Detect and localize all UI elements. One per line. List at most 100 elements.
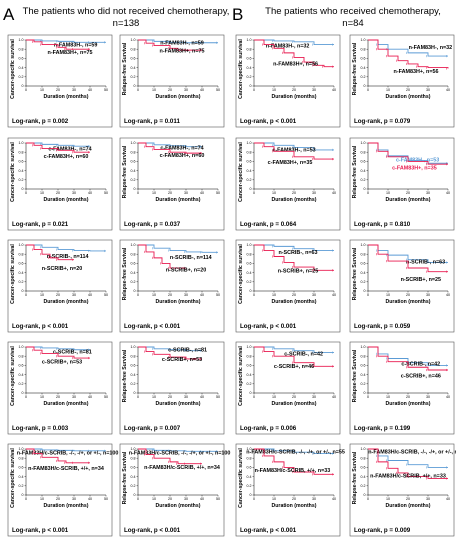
x-tick-label: 20 bbox=[292, 395, 296, 399]
km-curve-label: c-SCRIB+, n=46 bbox=[401, 373, 441, 379]
y-tick-label: 0.6 bbox=[131, 57, 136, 61]
y-tick-label: 0 bbox=[22, 493, 24, 497]
km-curve-label: n-FAM83H/c-SCRIB, +/+, n=34 bbox=[144, 465, 220, 471]
chart-frame bbox=[235, 341, 341, 435]
y-tick-label: 0 bbox=[22, 391, 24, 395]
y-tick-label: 0.4 bbox=[19, 271, 24, 275]
panel-a-letter: A bbox=[3, 5, 15, 24]
km-curve-high bbox=[368, 244, 448, 273]
y-tick-label: 0.6 bbox=[361, 160, 366, 164]
y-tick-label: 0 bbox=[364, 187, 366, 191]
chart-frame bbox=[7, 443, 113, 537]
y-tick-label: 0 bbox=[22, 84, 24, 88]
y-tick-label: 0.4 bbox=[247, 169, 252, 173]
y-tick-label: 1.0 bbox=[247, 447, 252, 451]
x-axis-title: Duration (months) bbox=[44, 401, 89, 407]
x-tick-label: 10 bbox=[152, 191, 156, 195]
y-axis-title: Cancer-specific survival bbox=[10, 346, 16, 406]
x-tick-label: 20 bbox=[56, 293, 60, 297]
km-curve-high bbox=[138, 244, 186, 269]
y-tick-label: 0.4 bbox=[19, 373, 24, 377]
x-tick-label: 0 bbox=[25, 293, 27, 297]
chart-frame bbox=[119, 341, 225, 435]
km-curve-label: n-SCRIB-, n=63 bbox=[406, 259, 445, 265]
km-curve-label: n-FAM83H-, n=59 bbox=[160, 41, 204, 47]
km-curve-low bbox=[138, 142, 202, 148]
y-tick-label: 0.6 bbox=[19, 466, 24, 470]
x-tick-label: 40 bbox=[332, 88, 336, 92]
y-tick-label: 0.2 bbox=[19, 280, 24, 284]
y-tick-label: 0.2 bbox=[19, 178, 24, 182]
x-tick-label: 30 bbox=[72, 293, 76, 297]
x-tick-label: 40 bbox=[88, 88, 92, 92]
y-tick-label: 0.6 bbox=[247, 466, 252, 470]
x-tick-label: 10 bbox=[386, 88, 390, 92]
y-tick-label: 0.8 bbox=[247, 252, 252, 256]
km-curve-low bbox=[26, 346, 90, 351]
chart-frame bbox=[235, 137, 341, 231]
y-tick-label: 0.6 bbox=[247, 57, 252, 61]
y-tick-label: 0.2 bbox=[247, 280, 252, 284]
x-tick-label: 10 bbox=[386, 497, 390, 501]
y-axis-title: Cancer-specific survival bbox=[238, 39, 244, 99]
y-tick-label: 0.6 bbox=[247, 262, 252, 266]
x-axis-title: Duration (months) bbox=[272, 197, 317, 203]
y-axis-title: Relapse-free Survival bbox=[122, 42, 128, 95]
y-tick-label: 0.2 bbox=[247, 178, 252, 182]
chart-frame bbox=[349, 137, 455, 231]
y-axis-title: Relapse-free Survival bbox=[352, 42, 358, 95]
x-axis-title: Duration (months) bbox=[156, 401, 201, 407]
y-tick-label: 0.8 bbox=[247, 150, 252, 154]
chart-frame bbox=[235, 239, 341, 333]
x-axis-title: Duration (months) bbox=[44, 197, 89, 203]
km-curve-label: c-FAM83H-, n=74 bbox=[48, 146, 91, 152]
x-tick-label: 50 bbox=[216, 497, 220, 501]
y-axis-title: Relapse-free Survival bbox=[122, 145, 128, 198]
km-chart: 0 0.2 0.4 0.6 0.8 1.0 0 10 20 30 40 50 Duration (mon… bbox=[119, 341, 225, 435]
x-tick-label: 0 bbox=[367, 88, 369, 92]
x-tick-label: 40 bbox=[446, 88, 450, 92]
y-tick-label: 0.2 bbox=[361, 75, 366, 79]
x-axis-title: Duration (months) bbox=[386, 94, 431, 100]
y-tick-label: 0 bbox=[134, 187, 136, 191]
y-axis-title: Cancer-specific survival bbox=[238, 244, 244, 304]
km-curve-label: n-SCRIB-, n=114 bbox=[47, 254, 89, 260]
x-tick-label: 0 bbox=[367, 497, 369, 501]
chart-frame bbox=[7, 34, 113, 128]
y-axis-title: Relapse-free Survival bbox=[122, 451, 128, 504]
km-curve-low bbox=[26, 39, 106, 43]
km-curve-high bbox=[138, 142, 202, 154]
km-curve-label: c-FAM83H-, n=53 bbox=[396, 157, 439, 163]
y-tick-label: 1.0 bbox=[361, 38, 366, 42]
x-tick-label: 10 bbox=[272, 293, 276, 297]
x-axis-title: Duration (months) bbox=[386, 197, 431, 203]
km-chart: 0 0.2 0.4 0.6 0.8 1.0 0 10 20 30 40 50 Duration (mon… bbox=[119, 34, 225, 128]
km-chart: 0 0.2 0.4 0.6 0.8 1.0 0 10 20 30 40 Duration (month… bbox=[235, 443, 345, 537]
y-tick-label: 1.0 bbox=[247, 141, 252, 145]
km-curve-high bbox=[368, 39, 449, 69]
km-curve-high bbox=[254, 448, 334, 475]
y-tick-label: 0.8 bbox=[19, 252, 24, 256]
km-curve-high bbox=[138, 448, 202, 465]
km-curve-label: n-SCRIB+, n=25 bbox=[278, 269, 318, 275]
x-tick-label: 40 bbox=[200, 395, 204, 399]
km-curve-high bbox=[138, 346, 202, 360]
x-tick-label: 10 bbox=[386, 395, 390, 399]
km-curve-label: n-FAM83H+, n=75 bbox=[160, 48, 205, 54]
y-tick-label: 0.6 bbox=[361, 466, 366, 470]
y-tick-label: 0.4 bbox=[131, 66, 136, 70]
y-tick-label: 1.0 bbox=[19, 345, 24, 349]
x-tick-label: 30 bbox=[426, 293, 430, 297]
y-tick-label: 0.2 bbox=[247, 484, 252, 488]
x-tick-label: 20 bbox=[406, 395, 410, 399]
y-tick-label: 0.6 bbox=[361, 57, 366, 61]
logrank-pvalue: Log-rank, p = 0.006 bbox=[240, 425, 297, 432]
y-tick-label: 1.0 bbox=[19, 38, 24, 42]
y-tick-label: 0.4 bbox=[19, 475, 24, 479]
km-chart: 0 0.2 0.4 0.6 0.8 1.0 0 10 20 30 40 Duration (month… bbox=[235, 239, 341, 333]
km-curve-label: c-SCRIB+, n=46 bbox=[274, 364, 314, 370]
y-tick-label: 0.6 bbox=[19, 57, 24, 61]
logrank-pvalue: Log-rank, p = 0.002 bbox=[12, 118, 69, 125]
km-curve-label: n-FAM83H/c-SCRIB, -/-, -/+, or +/-, n=10… bbox=[129, 451, 231, 457]
y-tick-label: 0 bbox=[250, 391, 252, 395]
